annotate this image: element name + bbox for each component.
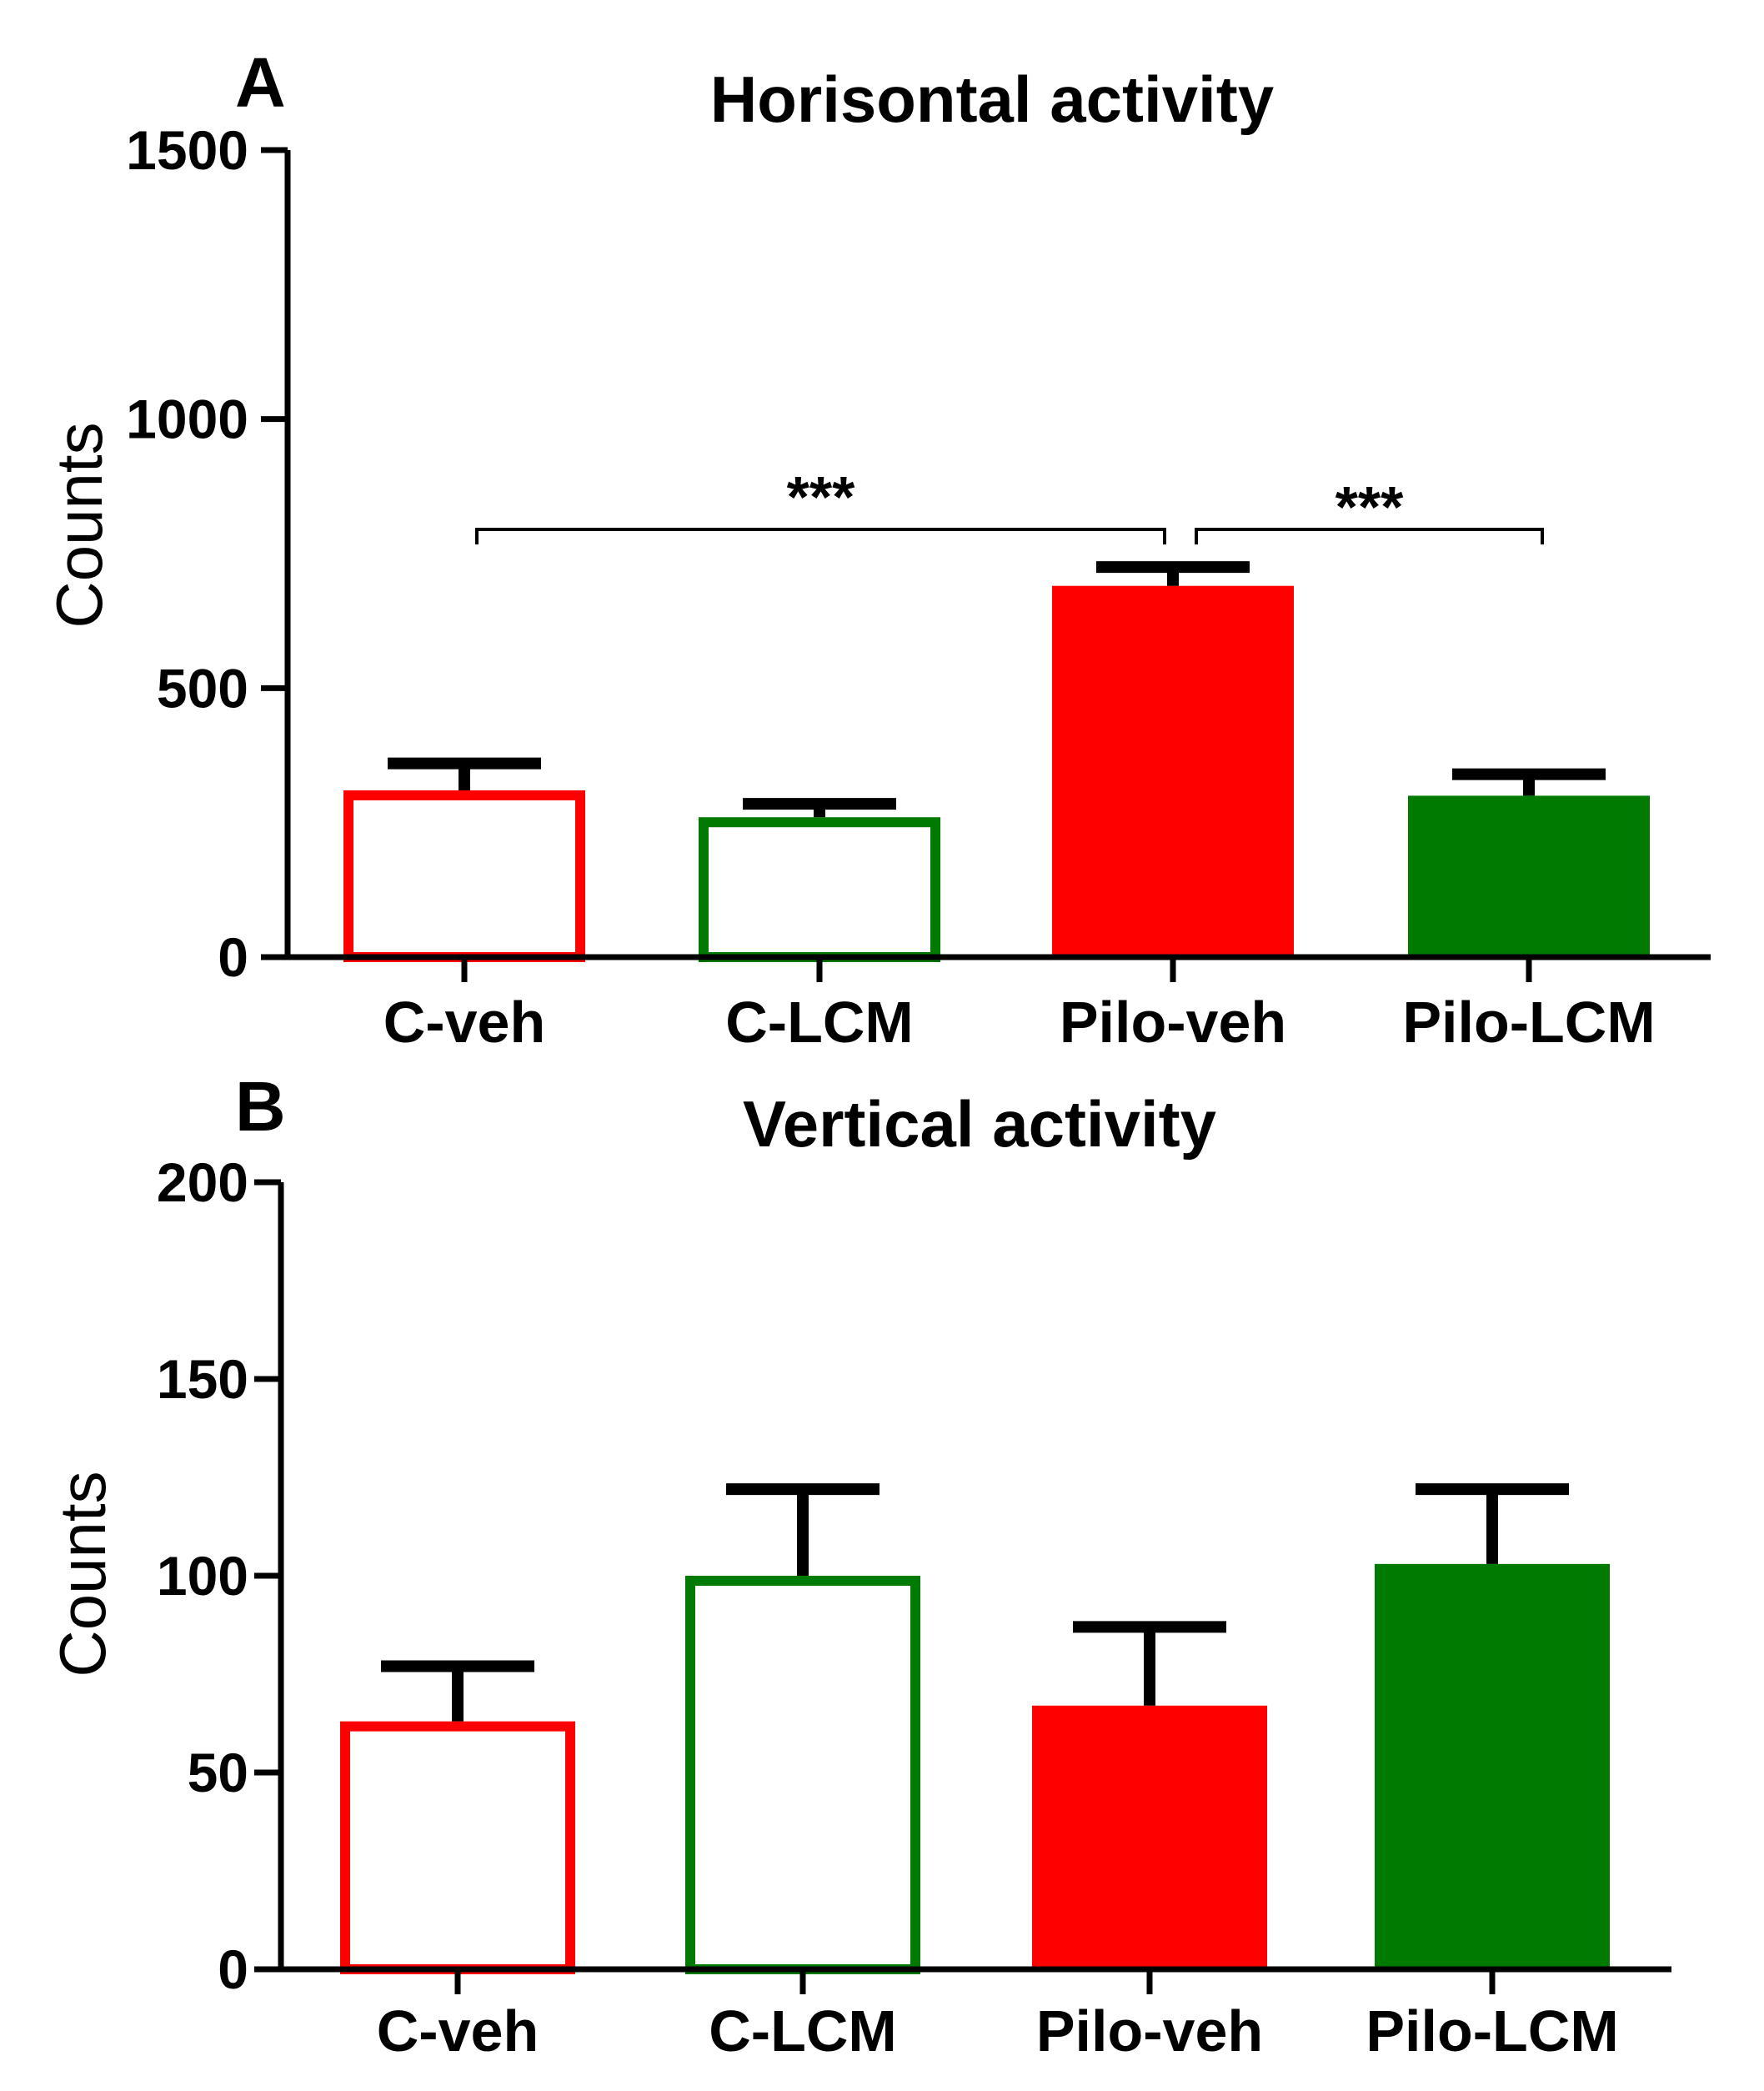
panel-a-ticks: C-veh C-LCM Pilo-veh Pilo-LCM 0 500 1000 1500 — [126, 119, 1655, 1055]
panel-a-bar-pilo-lcm — [1408, 795, 1650, 957]
panel-b-bars — [340, 1563, 1610, 1974]
panel-b-y-axis-label: Counts — [46, 1471, 119, 1677]
panel-a-x-tick-label: Pilo-LCM — [1402, 990, 1655, 1055]
panel-b-error-bar-c-veh — [381, 1660, 534, 1722]
panel-b-y-tick-label: 0 — [218, 1938, 248, 2000]
panel-a-significance-bracket: *** — [1195, 474, 1544, 544]
panel-a-significance-bracket: *** — [475, 464, 1166, 544]
panel-b-bar-pilo-veh — [1032, 1705, 1267, 1969]
panel-a-x-tick-label: Pilo-veh — [1060, 990, 1286, 1055]
panel-a-y-tick-label: 0 — [218, 926, 248, 988]
panel-b-letter: B — [235, 1067, 286, 1146]
panel-a-y-tick-label: 1500 — [126, 119, 248, 181]
panel-a-x-tick-label: C-LCM — [725, 990, 913, 1055]
panel-b-bar-c-lcm — [685, 1576, 920, 1974]
panel-b-error-bar-pilo-veh — [1073, 1621, 1226, 1706]
panel-b-bar-c-veh — [340, 1721, 575, 1974]
panel-a-y-tick-label: 500 — [157, 657, 248, 719]
panel-b-error-bar-c-lcm — [726, 1483, 879, 1576]
panel-a-chart: A Horisontal activity Counts C-veh C-LCM P… — [43, 43, 1711, 1055]
panel-b-y-tick-label: 200 — [157, 1151, 248, 1213]
panel-a-axes — [263, 150, 1711, 960]
panel-b-x-tick-label: C-LCM — [709, 1998, 896, 2063]
panel-b-title: Vertical activity — [743, 1087, 1216, 1161]
panel-b-x-tick-label: Pilo-LCM — [1366, 1998, 1618, 2063]
panel-a-error-bar-c-lcm — [743, 798, 896, 818]
panel-b-y-tick-label: 150 — [157, 1348, 248, 1410]
panel-b-x-tick-label: C-veh — [377, 1998, 539, 2063]
significance-bracket-line — [1195, 528, 1544, 544]
panel-a-y-axis-label: Counts — [43, 422, 116, 628]
panel-a-error-bar-pilo-veh — [1096, 561, 1250, 586]
panel-b-error-bar-pilo-lcm — [1416, 1483, 1569, 1564]
panel-b-y-tick-label: 50 — [188, 1742, 248, 1803]
panel-a-error-bars — [388, 561, 1606, 818]
significance-label: *** — [787, 464, 855, 529]
panel-a-bar-c-lcm — [699, 817, 940, 962]
panel-a-bars — [343, 585, 1650, 962]
panel-b-bar-pilo-lcm — [1375, 1563, 1610, 1969]
panel-a-bar-c-veh — [343, 790, 585, 962]
significance-bracket-line — [475, 528, 1166, 544]
significance-label: *** — [1336, 474, 1404, 539]
panel-b-error-bars — [381, 1483, 1569, 1722]
panel-a-significance: *** *** — [475, 464, 1544, 544]
panel-b-x-tick-label: Pilo-veh — [1036, 1998, 1263, 2063]
panel-a-letter: A — [235, 43, 286, 122]
panel-a-x-tick-label: C-veh — [383, 990, 545, 1055]
panel-a-error-bar-c-veh — [388, 757, 541, 790]
panel-b-ticks: C-veh C-LCM Pilo-veh Pilo-LCM 0 50 100 150 200 — [157, 1151, 1619, 2063]
panel-a-y-tick-label: 1000 — [126, 389, 248, 450]
panel-a-error-bar-pilo-lcm — [1452, 768, 1606, 796]
panel-a-title: Horisontal activity — [710, 63, 1274, 136]
panel-a-bar-pilo-veh — [1052, 585, 1294, 957]
panel-b-chart: B Vertical activity Counts C-veh C-LCM Pil… — [46, 1067, 1671, 2063]
panel-b-y-tick-label: 100 — [157, 1545, 248, 1607]
